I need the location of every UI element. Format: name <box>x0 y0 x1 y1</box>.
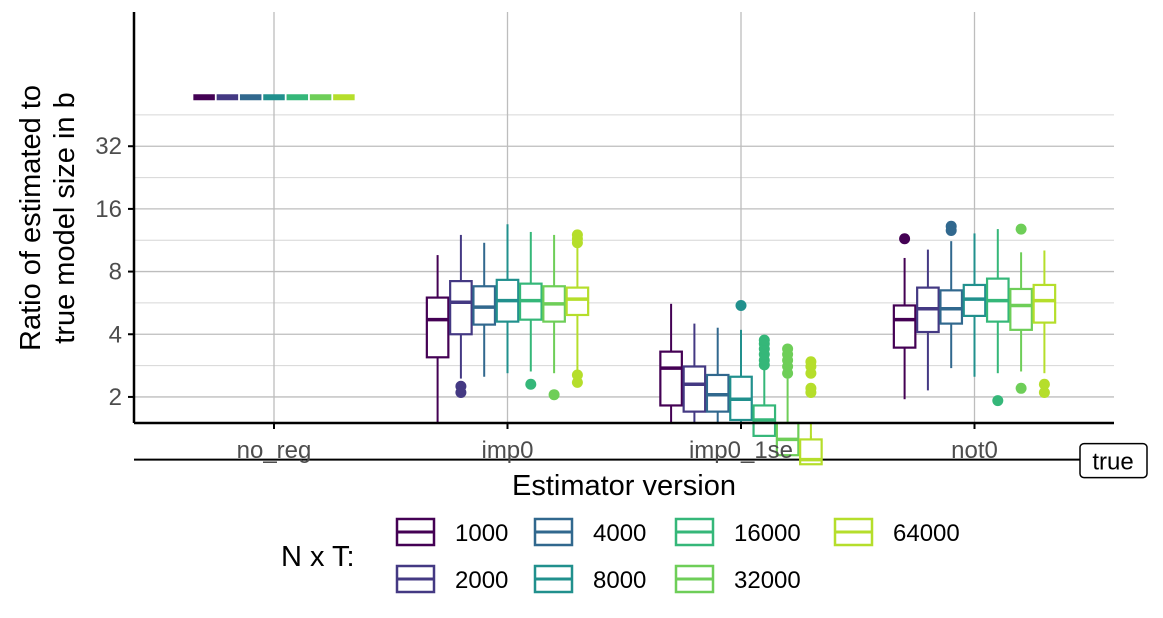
outlier-point <box>571 229 583 241</box>
box-16000-not0 <box>985 229 1010 407</box>
box-iqr <box>892 304 917 349</box>
box-2000-imp0 <box>449 234 473 399</box>
legend-label: 64000 <box>893 520 960 547</box>
outlier-point <box>525 378 537 390</box>
box-iqr <box>682 365 707 413</box>
x-tick-label: imp0 <box>481 437 533 464</box>
grid-layer <box>134 12 1114 423</box>
box-4000-imp0 <box>472 242 497 377</box>
x-tick-label: no_reg <box>237 437 312 464</box>
legend-label: 8000 <box>593 567 646 594</box>
box-1000-imp0_1se <box>659 303 683 422</box>
legend-item-32000: 32000 <box>674 564 801 594</box>
box-32000-imp0_1se <box>775 343 800 457</box>
legend-label: 2000 <box>455 567 508 594</box>
legend-label: 1000 <box>455 520 508 547</box>
box-16000-imp0_1se <box>752 334 777 437</box>
box-32000-imp0 <box>542 234 566 401</box>
outlier-point <box>758 334 770 346</box>
outlier-point <box>782 343 794 355</box>
box-64000-not0 <box>1032 250 1057 399</box>
tick-layer: 2 4 8 16 32 no_reg imp0 imp0_1se not0 <box>95 133 998 464</box>
box-2000-not0 <box>916 249 940 391</box>
axis-layer <box>132 12 1114 425</box>
y-tick-label: 16 <box>95 196 122 223</box>
outlier-point <box>1038 387 1050 399</box>
box-8000-imp0_1se <box>729 299 753 422</box>
outlier-point <box>548 389 560 401</box>
box-iqr <box>425 296 450 359</box>
legend-label: 32000 <box>734 567 801 594</box>
legend-title: N x T: <box>281 541 355 573</box>
y-axis-title-line-1: Ratio of estimated to <box>15 85 47 351</box>
legend-item-8000: 8000 <box>533 564 646 594</box>
box-32000-not0 <box>1009 223 1033 394</box>
box-iqr <box>449 280 473 336</box>
box-8000-not0 <box>962 233 987 377</box>
outlier-point <box>899 233 911 245</box>
reference-label-box <box>1079 442 1148 479</box>
y-axis-title-line-2: true model size in b <box>49 92 81 343</box>
box-iqr <box>1009 287 1033 331</box>
box-iqr <box>659 350 683 407</box>
y-tick-label: 8 <box>109 259 122 286</box>
legend-label: 16000 <box>734 520 801 547</box>
box-iqr <box>565 286 590 317</box>
outlier-point <box>1038 378 1050 390</box>
box-2000-imp0_1se <box>682 323 707 422</box>
legend: N x T: 1000 2000 4000 8000 16000 32000 64000 <box>281 517 960 594</box>
y-tick-label: 2 <box>109 384 122 411</box>
box-layer <box>193 94 1057 466</box>
outlier-point <box>1015 223 1027 235</box>
box-8000-imp0 <box>495 224 520 374</box>
outlier-point <box>992 395 1004 407</box>
box-1000-imp0 <box>425 255 450 422</box>
y-tick-label: 32 <box>95 133 122 160</box>
reference-label: true <box>1092 449 1133 476</box>
legend-item-2000: 2000 <box>395 564 508 594</box>
box-1000-not0 <box>892 233 917 400</box>
y-tick-label: 4 <box>109 321 122 348</box>
legend-label: 4000 <box>593 520 646 547</box>
legend-item-16000: 16000 <box>674 517 801 547</box>
outlier-point <box>735 299 747 311</box>
box-iqr <box>1032 283 1057 324</box>
x-tick-label: imp0_1se <box>689 437 793 464</box>
box-4000-imp0_1se <box>705 327 730 422</box>
reference-layer: true <box>134 442 1148 479</box>
legend-item-4000: 4000 <box>533 517 646 547</box>
outlier-point <box>455 380 467 392</box>
box-16000-imp0 <box>518 231 543 390</box>
outlier-point <box>805 356 817 368</box>
outlier-point <box>571 369 583 381</box>
box-iqr <box>939 289 964 325</box>
legend-item-64000: 64000 <box>833 517 960 547</box>
outlier-point <box>805 382 817 394</box>
legend-item-1000: 1000 <box>395 517 508 547</box>
outlier-point <box>945 220 957 232</box>
box-4000-not0 <box>939 220 964 369</box>
x-axis-title: Estimator version <box>512 470 736 502</box>
box-64000-imp0 <box>565 229 590 388</box>
x-tick-label: not0 <box>951 437 998 464</box>
outlier-point <box>1015 382 1027 394</box>
box-64000-imp0_1se <box>799 356 823 466</box>
